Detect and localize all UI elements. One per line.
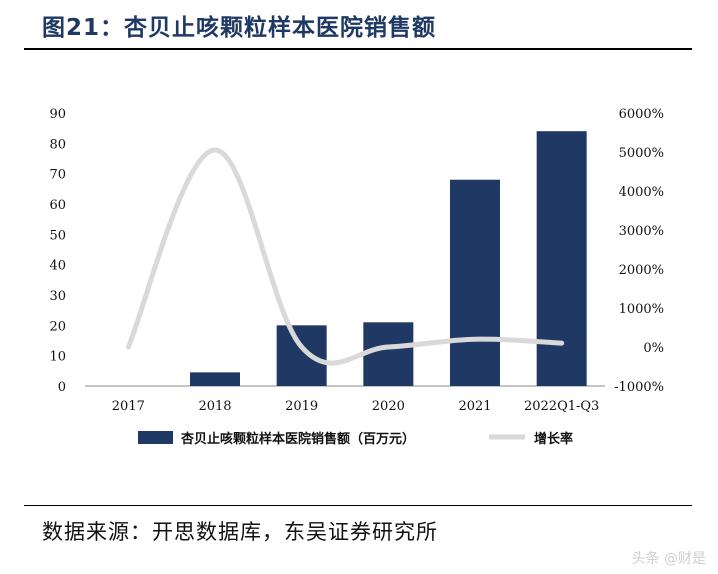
sales-bar (190, 372, 240, 386)
legend-line-label: 增长率 (534, 431, 573, 447)
sales-bar (276, 325, 327, 386)
watermark: 头条 @财是 (631, 551, 706, 567)
category-label: 2020 (372, 399, 405, 414)
left-tick-label: 40 (49, 259, 66, 274)
figure-title: 图21：杏贝止咳颗粒样本医院销售额 (42, 15, 437, 41)
left-axis: 0 10 20 30 40 50 60 70 80 90 (49, 107, 66, 395)
left-tick-label: 90 (49, 107, 66, 122)
x-axis-labels: 2017 2018 2019 2020 2021 2022Q1-Q3 (112, 399, 600, 414)
title-divider (24, 48, 692, 50)
category-label: 2022Q1-Q3 (524, 399, 599, 414)
left-tick-label: 80 (49, 137, 66, 152)
right-axis: -1000% 0% 1000% 2000% 3000% 4000% 5000% 6000% (614, 107, 664, 395)
right-tick-label: 5000% (619, 146, 664, 161)
left-tick-label: 70 (49, 168, 66, 183)
legend: 杏贝止咳颗粒样本医院销售额（百万元） 增长率 (138, 431, 573, 447)
category-label: 2021 (458, 399, 491, 414)
legend-bar-swatch (138, 431, 173, 444)
right-tick-label: 3000% (619, 224, 664, 239)
sales-bar (536, 131, 587, 386)
bar-series (190, 131, 587, 386)
category-label: 2019 (285, 399, 318, 414)
right-tick-label: 2000% (619, 263, 664, 278)
left-tick-label: 20 (49, 319, 66, 334)
source-divider (24, 505, 692, 506)
right-tick-label: 6000% (619, 107, 664, 122)
category-label: 2017 (112, 399, 145, 414)
right-tick-label: -1000% (614, 380, 664, 395)
right-tick-label: 1000% (619, 302, 664, 317)
growth-rate-line (125, 147, 565, 366)
source-note: 数据来源：开思数据库，东吴证券研究所 (42, 520, 438, 544)
left-tick-label: 30 (49, 289, 66, 304)
left-tick-label: 0 (58, 380, 66, 395)
legend-bar-label: 杏贝止咳颗粒样本医院销售额（百万元） (181, 431, 415, 447)
left-tick-label: 10 (49, 350, 66, 365)
right-tick-label: 0% (643, 341, 664, 356)
left-tick-label: 50 (49, 228, 66, 243)
chart: 0 10 20 30 40 50 60 70 80 90 -1000% 0% 1000% 2000% 30… (49, 107, 664, 447)
right-tick-label: 4000% (619, 185, 664, 200)
sales-bar (450, 179, 500, 386)
left-tick-label: 60 (49, 198, 66, 213)
category-label: 2018 (198, 399, 231, 414)
sales-bar (363, 322, 414, 386)
